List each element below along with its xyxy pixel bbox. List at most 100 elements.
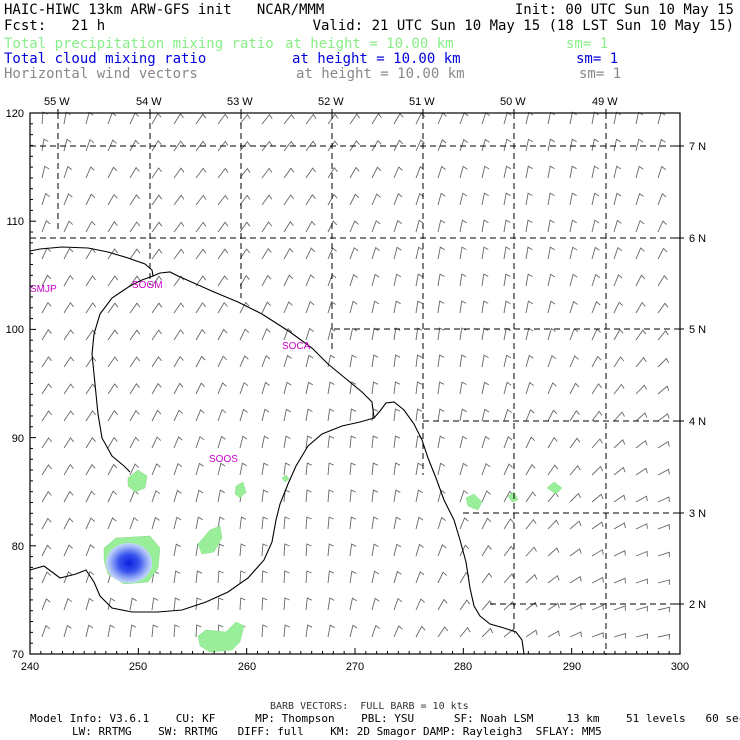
wind-barb <box>305 167 317 179</box>
wind-barb <box>63 274 74 287</box>
wind-barb <box>657 468 670 476</box>
header-title: HAIC-HIWC 13km ARW-GFS init NCAR/MMM <box>4 2 325 18</box>
wind-barb <box>107 193 118 206</box>
wind-barb <box>283 435 291 449</box>
wind-barb <box>151 597 159 611</box>
wind-barb <box>129 112 140 125</box>
wind-barb <box>569 138 577 152</box>
model-info-line2: LW: RRTMG SW: RRTMG DIFF: full KM: 2D Sm… <box>72 725 602 738</box>
wind-barb <box>305 462 312 476</box>
wind-barb <box>657 138 666 152</box>
wind-barb <box>657 111 666 125</box>
wind-barb <box>393 462 401 476</box>
y-tick-label: 90 <box>12 433 24 445</box>
wind-barb <box>63 624 72 638</box>
wind-barb <box>459 300 467 314</box>
wind-barb <box>283 327 293 341</box>
wind-barb <box>195 302 206 314</box>
wind-barb <box>85 624 94 638</box>
precip-area <box>507 491 519 503</box>
wind-barb <box>371 543 379 557</box>
wind-barb <box>63 138 72 152</box>
wind-barb <box>107 490 118 503</box>
wind-barb <box>195 570 203 584</box>
wind-barb <box>635 165 644 179</box>
wind-barb <box>63 571 73 584</box>
wind-barb <box>195 516 203 530</box>
wind-barb <box>151 624 158 638</box>
wind-barb <box>173 543 181 557</box>
wind-barb <box>371 435 378 449</box>
wind-barb <box>283 408 291 422</box>
wind-barb <box>217 355 228 368</box>
wind-barb <box>437 273 445 287</box>
wind-barb <box>349 113 361 125</box>
wind-barb <box>261 570 268 584</box>
wind-barb <box>239 274 250 287</box>
wind-barb <box>261 462 269 476</box>
lat-label: 6 N <box>689 233 706 245</box>
wind-barb <box>635 192 644 206</box>
wind-barb <box>151 463 161 476</box>
wind-barb <box>129 221 141 233</box>
wind-barb <box>635 274 646 287</box>
wind-barb <box>437 219 446 233</box>
wind-barb <box>657 440 670 449</box>
wind-barb <box>525 381 535 395</box>
wind-barb <box>151 248 163 260</box>
wind-barb <box>283 140 295 152</box>
station-label-sogm: SOGM <box>132 280 163 291</box>
wind-barb <box>525 491 537 503</box>
wind-barb <box>415 139 425 152</box>
wind-barb <box>327 327 336 341</box>
wind-barb <box>239 248 251 260</box>
wind-barb <box>459 246 467 260</box>
field-wind-height: at height = 10.00 km <box>296 66 465 82</box>
wind-barb <box>327 624 335 638</box>
wind-barb <box>459 138 469 152</box>
wind-barb <box>481 490 491 503</box>
wind-barb <box>305 543 312 557</box>
wind-barb <box>657 302 669 314</box>
wind-barb <box>349 435 356 449</box>
wind-barb <box>261 194 273 206</box>
wind-barb <box>63 544 73 557</box>
wind-barb <box>41 220 51 233</box>
precip-area <box>197 525 223 555</box>
wind-barb <box>41 165 50 179</box>
wind-barb <box>239 167 251 179</box>
wind-barb <box>547 547 560 557</box>
wind-barb <box>107 356 119 368</box>
wind-barb <box>371 166 382 179</box>
wind-barb <box>63 437 74 449</box>
wind-barb <box>41 383 53 395</box>
wind-barb <box>349 462 356 476</box>
wind-barb <box>415 516 424 530</box>
wind-barb <box>173 597 180 611</box>
wind-barb <box>459 489 469 503</box>
wind-barb <box>525 219 533 233</box>
wind-barb <box>635 301 646 314</box>
wind-barb <box>173 382 184 395</box>
wind-barb <box>393 381 401 395</box>
wind-barb <box>503 138 512 152</box>
wind-barb <box>261 113 273 125</box>
wind-barb <box>129 436 140 449</box>
wind-barb <box>217 194 229 206</box>
wind-barb <box>415 543 424 557</box>
lon-label: 53 W <box>227 96 253 108</box>
wind-barb <box>41 247 51 260</box>
wind-barb <box>613 165 622 179</box>
wind-barb <box>349 300 358 314</box>
wind-barb <box>569 437 581 449</box>
field-precip-name: Total precipitation mixing ratio <box>4 36 274 52</box>
wind-barb <box>41 356 52 368</box>
wind-barb <box>393 597 403 611</box>
wind-barb <box>415 192 424 206</box>
wind-barb <box>569 219 577 233</box>
wind-barb <box>151 436 162 449</box>
wind-barb <box>283 543 290 557</box>
wind-barb <box>547 327 556 341</box>
wind-barb <box>151 275 163 287</box>
wind-barb <box>459 626 471 638</box>
